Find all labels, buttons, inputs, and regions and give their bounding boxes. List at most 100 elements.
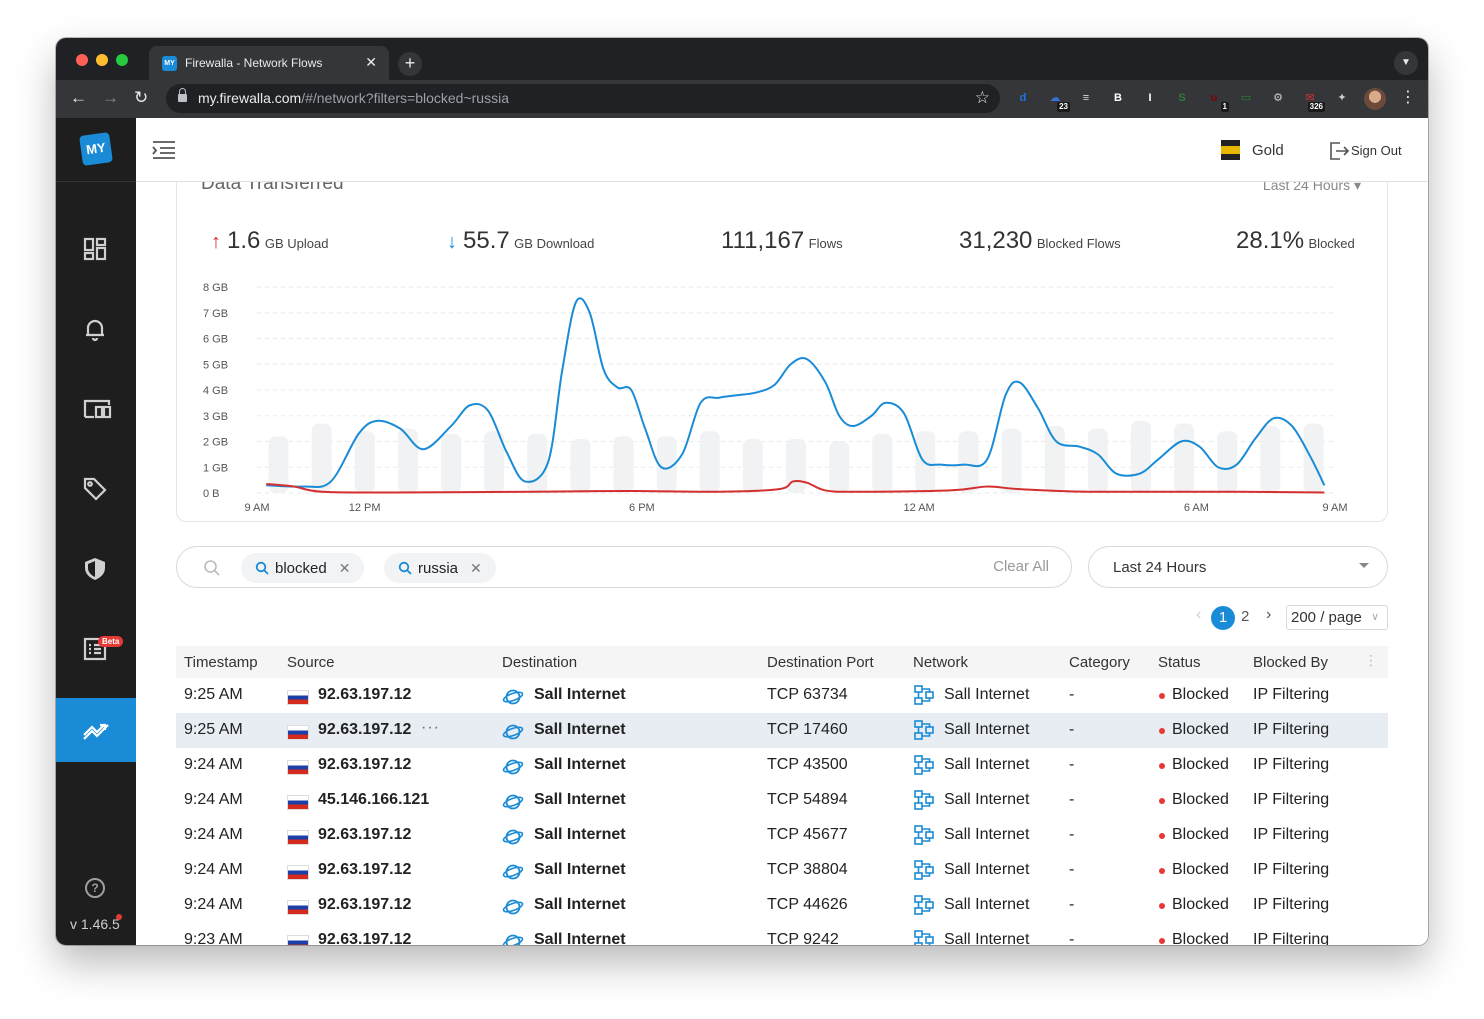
- prev-page-button[interactable]: ‹: [1196, 606, 1202, 623]
- blocked-flows-label: Blocked Flows: [1036, 236, 1121, 251]
- minimize-window-button[interactable]: [96, 54, 108, 66]
- col-blocked-by[interactable]: Blocked By: [1253, 654, 1329, 671]
- browser-tab[interactable]: MY Firewalla - Network Flows ✕: [149, 46, 389, 80]
- card-title: Data Transferred: [201, 182, 344, 194]
- close-window-button[interactable]: [76, 54, 88, 66]
- x-tick-label: 9 AM: [1322, 502, 1347, 514]
- help-icon[interactable]: ?: [85, 878, 105, 898]
- new-tab-button[interactable]: +: [398, 52, 422, 76]
- category-cell: -: [1069, 721, 1075, 738]
- profile-avatar[interactable]: [1364, 88, 1386, 110]
- x-tick-label: 12 AM: [904, 502, 935, 514]
- reload-icon[interactable]: ↻: [134, 88, 149, 107]
- source-cell: 92.63.197.12: [318, 756, 412, 773]
- sidebar-item-devices[interactable]: [56, 378, 136, 442]
- y-tick-label: 6 GB: [203, 334, 228, 346]
- table-row[interactable]: 9:23 AM 92.63.197.12 Sall Internet TCP 9242…: [176, 923, 1388, 945]
- cloud-extension-icon[interactable]: ☁ 23: [1049, 92, 1070, 112]
- col-destination-port[interactable]: Destination Port: [767, 654, 874, 671]
- i-extension-icon[interactable]: I: [1148, 92, 1152, 104]
- forward-arrow-icon[interactable]: →: [102, 88, 119, 107]
- next-page-button[interactable]: ›: [1266, 606, 1272, 623]
- port-cell: TCP 43500: [767, 756, 848, 773]
- blocked-by-cell: IP Filtering: [1253, 896, 1330, 913]
- russia-flag-icon: [287, 865, 309, 880]
- address-bar[interactable]: my.firewalla.com/#/network?filters=block…: [166, 84, 1000, 113]
- browser-menu-icon[interactable]: ⋮: [1400, 89, 1416, 106]
- table-row[interactable]: 9:25 AM 92.63.197.12 Sall Internet TCP 6373…: [176, 678, 1388, 713]
- gear-extension-icon[interactable]: ⚙: [1273, 92, 1283, 104]
- col-source[interactable]: Source: [287, 654, 335, 671]
- destination-cell: Sall Internet: [534, 686, 626, 703]
- tab-strip: MY Firewalla - Network Flows ✕ + ▼: [56, 38, 1428, 80]
- s-extension-icon[interactable]: S: [1178, 92, 1186, 104]
- maximize-window-button[interactable]: [116, 54, 128, 66]
- table-row[interactable]: 9:24 AM 45.146.166.121 Sall Internet TCP 54…: [176, 783, 1388, 818]
- filter-chip-russia[interactable]: russia ✕: [384, 553, 496, 583]
- table-row[interactable]: 9:24 AM 92.63.197.12 Sall Internet TCP 4567…: [176, 818, 1388, 853]
- clear-all-button[interactable]: Clear All: [993, 558, 1049, 575]
- tab-close-icon[interactable]: ✕: [365, 54, 377, 70]
- d-extension-icon[interactable]: d: [1019, 92, 1027, 104]
- sign-out-icon[interactable]: [1328, 140, 1350, 162]
- card-range-dropdown[interactable]: Last 24 Hours ▾: [1263, 182, 1361, 194]
- network-icon: [914, 825, 934, 845]
- plan-label: Gold: [1252, 142, 1284, 159]
- table-row[interactable]: 9:24 AM 92.63.197.12 Sall Internet TCP 3880…: [176, 853, 1388, 888]
- timestamp-cell: 9:24 AM: [184, 826, 243, 843]
- my-logo[interactable]: MY: [79, 132, 113, 166]
- sign-out-button[interactable]: Sign Out: [1351, 143, 1402, 158]
- table-row[interactable]: 9:24 AM 92.63.197.12 Sall Internet TCP 4350…: [176, 748, 1388, 783]
- back-arrow-icon[interactable]: ←: [70, 88, 87, 107]
- shield-icon: [85, 558, 105, 580]
- menu-toggle-icon[interactable]: [152, 140, 176, 160]
- blocked-by-cell: IP Filtering: [1253, 931, 1330, 945]
- col-category[interactable]: Category: [1069, 654, 1130, 671]
- col-network[interactable]: Network: [913, 654, 969, 671]
- table-row[interactable]: 9:24 AM 92.63.197.12 Sall Internet TCP 4462…: [176, 888, 1388, 923]
- page-1-button[interactable]: 1: [1211, 606, 1235, 630]
- col-timestamp[interactable]: Timestamp: [184, 654, 258, 671]
- etherscan-extension-icon[interactable]: ≡: [1082, 92, 1090, 104]
- flow-bar: [829, 441, 850, 493]
- list-icon: [83, 637, 107, 661]
- russia-flag-icon: [287, 795, 309, 810]
- flows-value: 111,167: [721, 227, 805, 254]
- remove-chip-icon[interactable]: ✕: [338, 560, 351, 576]
- sidebar-item-alarms[interactable]: [56, 298, 136, 362]
- network-cell: Sall Internet: [944, 756, 1030, 773]
- network-cell: Sall Internet: [944, 826, 1030, 843]
- column-settings-icon[interactable]: ⋮: [1364, 652, 1378, 668]
- col-destination[interactable]: Destination: [502, 654, 578, 671]
- x-tick-label: 12 PM: [349, 502, 381, 514]
- page-size-value: 200 / page: [1291, 609, 1362, 626]
- filter-chip-blocked[interactable]: blocked ✕: [241, 553, 365, 583]
- col-status[interactable]: Status: [1158, 654, 1201, 671]
- sidebar-item-security[interactable]: [56, 538, 136, 602]
- time-range-select[interactable]: Last 24 Hours: [1088, 546, 1388, 588]
- tab-search-chevron-icon[interactable]: ▼: [1394, 51, 1418, 75]
- battery-extension-icon[interactable]: ▭: [1240, 92, 1252, 104]
- category-cell: -: [1069, 861, 1075, 878]
- source-cell: 92.63.197.12: [318, 931, 412, 945]
- puzzle-extension-icon[interactable]: ✦: [1337, 92, 1347, 104]
- mail-extension-icon[interactable]: ✉ 326: [1305, 92, 1325, 112]
- logo-area: MY: [56, 118, 136, 182]
- flow-bar: [1174, 423, 1195, 493]
- sidebar-item-network-flows[interactable]: [56, 698, 136, 762]
- sidebar-item-audit-log[interactable]: Beta: [56, 618, 136, 682]
- row-more-icon[interactable]: ···: [421, 719, 440, 736]
- table-row[interactable]: 9:25 AM 92.63.197.12 Sall Internet TCP 1746…: [176, 713, 1388, 748]
- page-2-button[interactable]: 2: [1241, 608, 1250, 625]
- remove-chip-icon[interactable]: ✕: [470, 560, 482, 576]
- b-extension-icon[interactable]: B: [1114, 92, 1122, 104]
- page-size-select[interactable]: 200 / page ∨: [1286, 605, 1388, 630]
- x-tick-label: 6 PM: [629, 502, 655, 514]
- bookmark-star-icon[interactable]: ☆: [974, 88, 990, 107]
- sidebar-item-rules[interactable]: [56, 458, 136, 522]
- russia-flag-icon: [287, 935, 309, 945]
- sidebar-item-dashboard[interactable]: [56, 218, 136, 282]
- filter-search-box[interactable]: blocked ✕ russia ✕ Clear All: [176, 546, 1072, 588]
- y-tick-label: 5 GB: [203, 359, 228, 371]
